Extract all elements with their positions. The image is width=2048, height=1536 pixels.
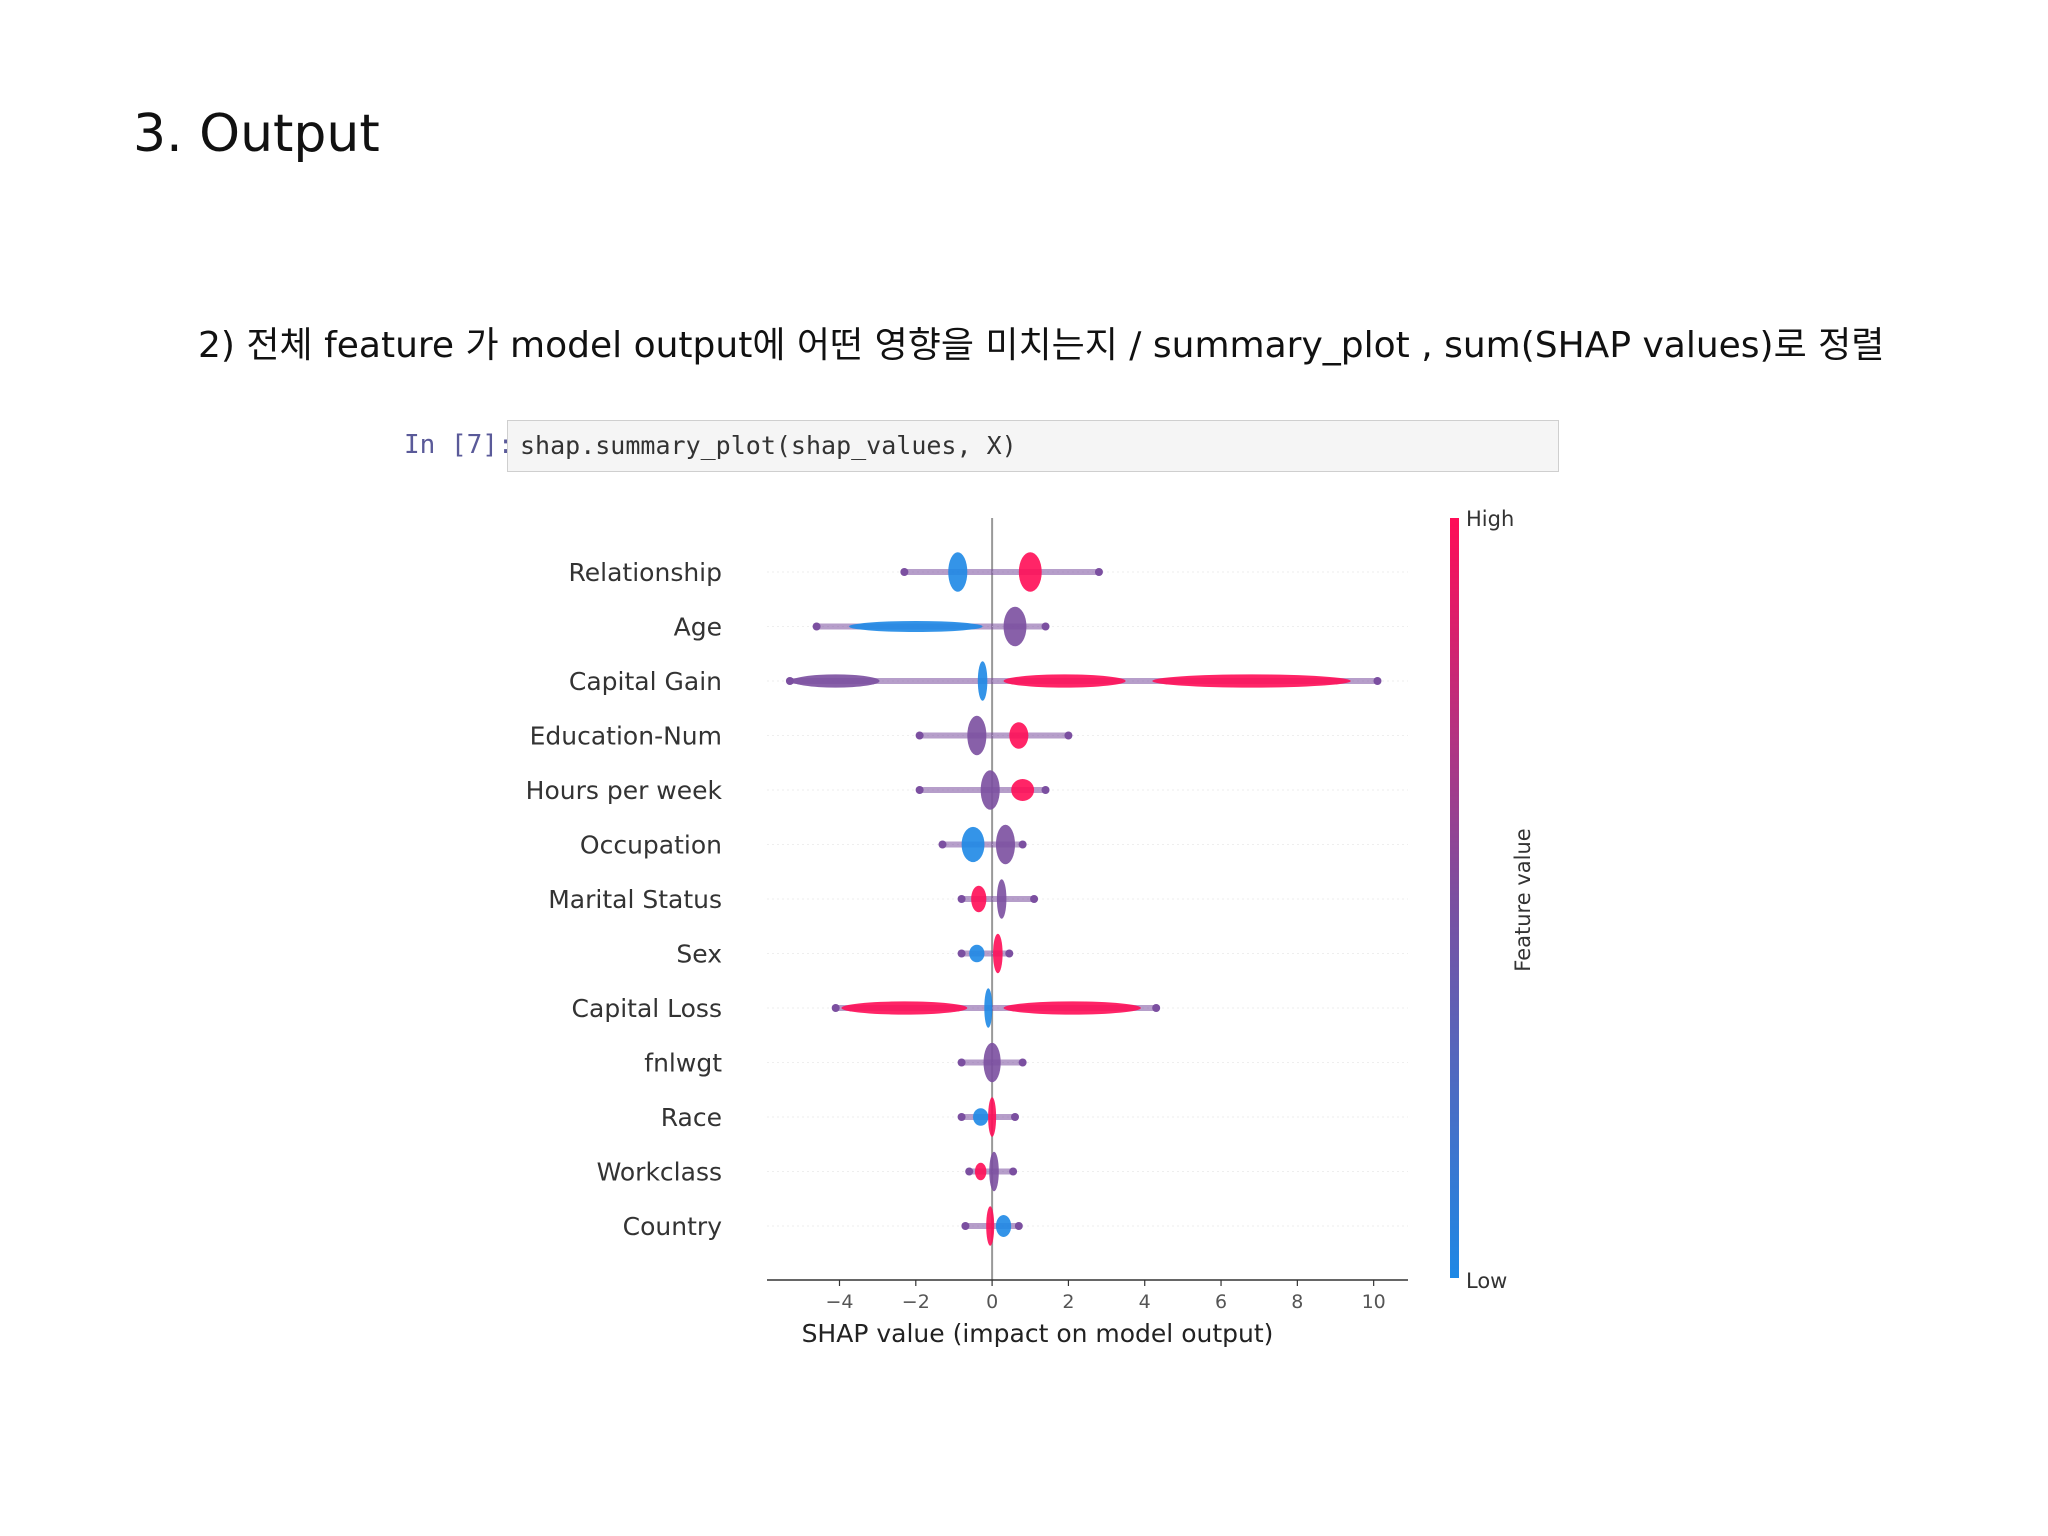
feature-label: Workclass [597,1158,722,1187]
x-tick-label: −2 [902,1291,930,1313]
colorbar-high-label: High [1466,507,1514,531]
extreme-point [1094,568,1103,576]
extreme-point [915,786,924,794]
point-cluster [1003,674,1126,688]
point-cluster [989,1151,999,1192]
extreme-point [957,949,966,958]
point-cluster [986,1206,995,1246]
point-cluster [974,1162,987,1181]
extreme-point [1152,1004,1161,1012]
point-cluster [977,661,988,701]
point-cluster [849,621,983,632]
extreme-point [957,1113,966,1121]
point-cluster [948,552,968,592]
extreme-point [831,1004,840,1012]
x-tick-label: 10 [1362,1291,1386,1313]
point-cluster [983,1042,1001,1083]
extreme-point [1018,1058,1027,1067]
point-cluster [1003,1001,1141,1015]
point-cluster [995,824,1016,865]
feature-label: Race [661,1103,722,1132]
extreme-point [1014,1222,1023,1230]
colorbar-title: Feature value [1511,828,1535,971]
feature-label: Occupation [580,831,722,860]
feature-label: Capital Loss [572,994,722,1023]
extreme-point [915,731,924,740]
x-tick-label: 2 [1062,1291,1074,1313]
x-tick-label: 6 [1215,1291,1227,1313]
point-cluster [971,885,987,913]
extreme-point [1041,786,1050,794]
colorbar [1450,518,1459,1278]
extreme-point [900,568,909,576]
extreme-point [1018,840,1027,849]
x-tick-label: 4 [1139,1291,1151,1313]
point-cluster [1152,674,1351,688]
point-cluster [791,674,880,688]
code-text: shap.summary_plot(shap_values, X) [520,431,1017,460]
slide-subtitle: 2) 전체 feature 가 model output에 어떤 영향을 미치는… [198,325,1885,366]
code-cell[interactable]: shap.summary_plot(shap_values, X) [507,420,1559,472]
extreme-point [1373,677,1382,685]
extreme-point [957,895,966,903]
point-cluster [980,770,1000,810]
extreme-point [965,1167,974,1176]
point-cluster [973,1108,989,1126]
feature-label: Age [674,613,722,642]
feature-label: Hours per week [526,776,723,805]
extreme-point [785,677,794,685]
point-cluster [1003,606,1027,647]
point-cluster [1009,722,1029,749]
slide-title: 3. Output [133,104,380,164]
point-cluster [967,715,987,756]
extreme-point [1064,731,1073,740]
feature-label: Sex [676,940,722,969]
feature-label: fnlwgt [644,1049,722,1078]
cell-prompt: In [7]: [404,430,514,460]
x-tick-label: 0 [986,1291,998,1313]
feature-label: Country [623,1212,723,1241]
feature-label: Relationship [569,558,722,587]
point-cluster [969,944,985,963]
point-cluster [996,879,1007,919]
extreme-point [938,840,947,849]
extreme-point [1011,1113,1020,1121]
feature-label: Capital Gain [569,667,722,696]
x-tick-label: 8 [1291,1291,1303,1313]
extreme-point [1030,895,1039,903]
point-cluster [841,1001,968,1015]
extreme-point [961,1222,970,1230]
point-cluster [993,933,1003,974]
extreme-point [1041,622,1050,631]
point-cluster [984,988,993,1028]
extreme-point [812,622,821,631]
feature-label: Education-Num [530,722,722,751]
extreme-point [1009,1167,1018,1176]
feature-label: Marital Status [548,885,722,914]
point-cluster [988,1097,997,1137]
extreme-point [1005,949,1014,958]
point-cluster [1011,779,1035,801]
colorbar-low-label: Low [1466,1269,1507,1293]
point-cluster [961,826,985,863]
point-cluster [995,1215,1012,1237]
x-axis-title: SHAP value (impact on model output) [802,1319,1274,1348]
point-cluster [1018,552,1042,592]
x-tick-label: −4 [825,1291,853,1313]
extreme-point [957,1058,966,1067]
